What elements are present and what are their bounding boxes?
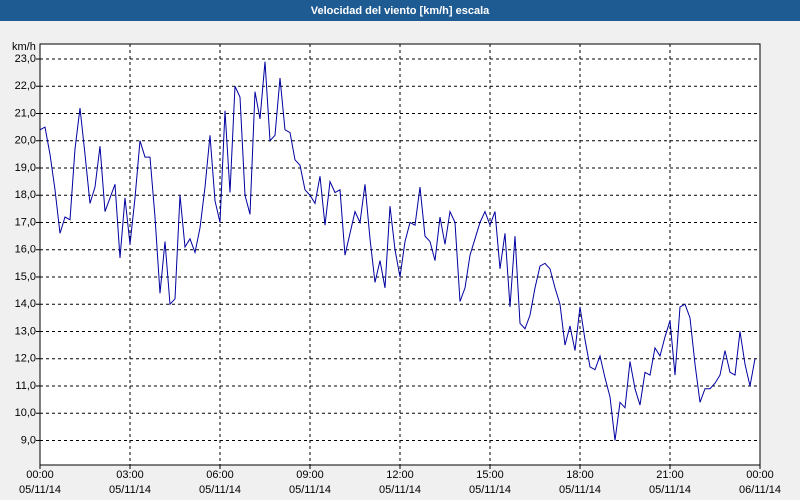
x-tick-date: 05/11/14 bbox=[199, 484, 241, 496]
y-tick-label: 9,0 bbox=[21, 434, 36, 446]
x-tick-date: 05/11/14 bbox=[649, 484, 691, 496]
x-tick-label: 09:00 bbox=[296, 469, 324, 481]
x-tick-date: 05/11/14 bbox=[469, 484, 511, 496]
title-bar bbox=[0, 0, 800, 21]
x-tick-label: 06:00 bbox=[206, 469, 234, 481]
y-axis-label: km/h bbox=[12, 41, 36, 53]
x-tick-date: 05/11/14 bbox=[19, 484, 61, 496]
x-tick-date: 06/11/14 bbox=[739, 484, 781, 496]
x-tick-date: 05/11/14 bbox=[109, 484, 151, 496]
x-tick-date: 05/11/14 bbox=[559, 484, 601, 496]
y-tick-label: 17,0 bbox=[15, 216, 36, 228]
x-tick-label: 18:00 bbox=[566, 469, 594, 481]
y-tick-label: 15,0 bbox=[15, 271, 36, 283]
x-tick-date: 05/11/14 bbox=[289, 484, 331, 496]
y-tick-label: 12,0 bbox=[15, 353, 36, 365]
y-tick-label: 16,0 bbox=[15, 244, 36, 256]
x-tick-label: 00:00 bbox=[26, 469, 54, 481]
x-tick-date: 05/11/14 bbox=[379, 484, 421, 496]
y-tick-label: 21,0 bbox=[15, 107, 36, 119]
plot-border bbox=[39, 43, 761, 466]
y-tick-label: 18,0 bbox=[15, 189, 36, 201]
y-tick-label: 22,0 bbox=[15, 80, 36, 92]
chart-title: Velocidad del viento [km/h] escala bbox=[311, 5, 490, 17]
y-tick-label: 11,0 bbox=[15, 380, 36, 392]
x-tick-label: 00:00 bbox=[746, 469, 774, 481]
y-tick-label: 14,0 bbox=[15, 298, 36, 310]
y-tick-label: 13,0 bbox=[15, 325, 36, 337]
x-tick-label: 15:00 bbox=[476, 469, 504, 481]
y-tick-label: 19,0 bbox=[15, 162, 36, 174]
y-tick-label: 23,0 bbox=[15, 53, 36, 65]
x-tick-label: 21:00 bbox=[656, 469, 684, 481]
y-tick-label: 20,0 bbox=[15, 135, 36, 147]
data-line bbox=[39, 61, 756, 441]
y-tick-label: 10,0 bbox=[15, 407, 36, 419]
x-tick-label: 12:00 bbox=[386, 469, 414, 481]
x-tick-label: 03:00 bbox=[116, 469, 144, 481]
